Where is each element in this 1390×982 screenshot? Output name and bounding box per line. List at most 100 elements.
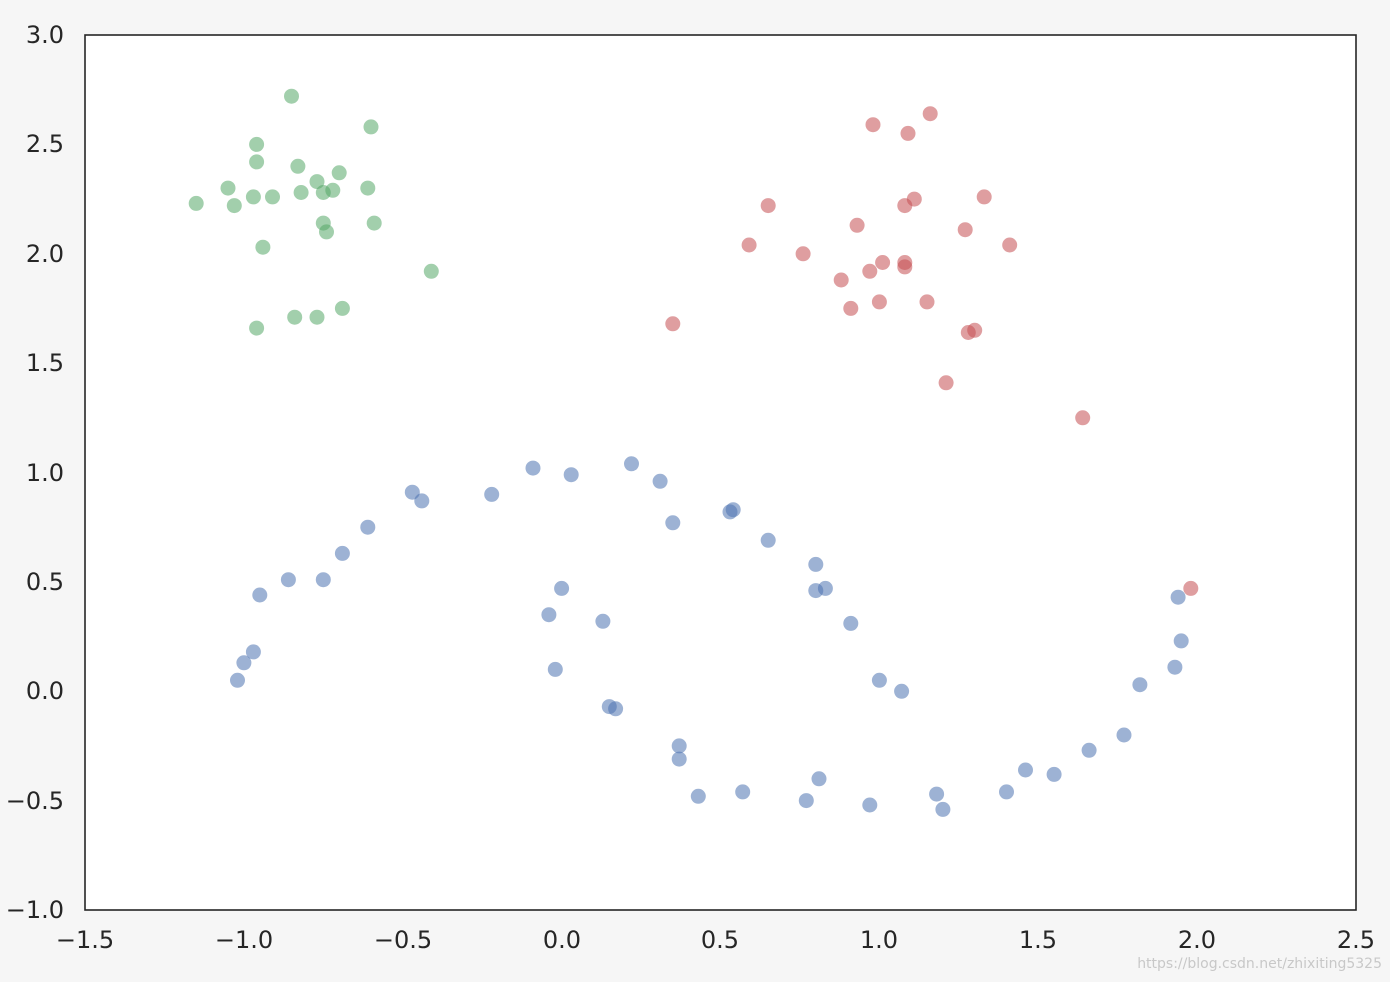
scatter-point (293, 185, 309, 200)
scatter-point (833, 272, 849, 288)
scatter-point (906, 191, 922, 207)
scatter-point (563, 467, 579, 483)
scatter-point (423, 263, 439, 279)
scatter-point (1018, 762, 1033, 778)
scatter-point (1002, 237, 1018, 253)
scatter-point (894, 683, 910, 699)
scatter-point (554, 580, 570, 596)
x-tick-label: 2.0 (1178, 926, 1216, 954)
scatter-point (245, 189, 261, 205)
scatter-point (922, 106, 938, 122)
scatter-point (808, 556, 824, 572)
scatter-point (414, 493, 430, 509)
scatter-point (309, 309, 325, 325)
scatter-point (1167, 659, 1183, 675)
scatter-point (309, 174, 325, 190)
scatter-point (249, 154, 265, 170)
y-tick-label: 0.5 (26, 568, 64, 596)
scatter-point (1170, 589, 1186, 605)
scatter-point (938, 375, 954, 391)
scatter-point (862, 797, 878, 813)
scatter-point (671, 751, 687, 767)
scatter-point (741, 237, 757, 253)
x-axis-ticks: −1.5 −1.0 −0.5 0.0 0.5 1.0 1.5 2.0 2.5 (56, 926, 1375, 954)
scatter-point (760, 532, 776, 548)
points-layer (188, 88, 1199, 817)
y-tick-label: 3.0 (26, 21, 64, 49)
scatter-point (843, 300, 859, 316)
scatter-point (760, 198, 776, 214)
scatter-point (1116, 727, 1132, 743)
scatter-point (1081, 742, 1097, 758)
scatter-point (608, 701, 624, 717)
scatter-point (871, 672, 887, 688)
plot-area (85, 35, 1356, 910)
y-tick-label: 1.0 (26, 459, 64, 487)
scatter-point (245, 644, 261, 660)
scatter-point (366, 215, 382, 231)
scatter-point (541, 607, 557, 623)
y-tick-label: 1.5 (26, 349, 64, 377)
scatter-point (897, 259, 913, 275)
scatter-point (226, 198, 242, 214)
scatter-point (900, 125, 916, 141)
x-tick-label: 0.5 (701, 926, 739, 954)
x-tick-label: 1.0 (860, 926, 898, 954)
scatter-point (1046, 766, 1062, 782)
scatter-point (315, 572, 331, 588)
scatter-point (284, 88, 299, 104)
scatter-point (798, 793, 814, 809)
scatter-point (795, 246, 811, 262)
scatter-point (1183, 580, 1199, 596)
scatter-point (929, 786, 945, 802)
scatter-point (690, 788, 706, 804)
scatter-point (220, 180, 236, 196)
scatter-point (967, 322, 983, 338)
scatter-point (652, 473, 668, 489)
scatter-point (236, 655, 252, 671)
scatter-point (252, 587, 268, 603)
scatter-point (331, 165, 347, 181)
y-tick-label: 0.0 (26, 677, 64, 705)
scatter-point (817, 580, 833, 596)
scatter-point (735, 784, 751, 800)
scatter-point (360, 519, 376, 535)
scatter-point (843, 615, 859, 631)
x-tick-label: −1.5 (56, 926, 114, 954)
y-tick-label: −1.0 (6, 896, 64, 924)
scatter-point (1075, 410, 1091, 426)
scatter-point (325, 182, 341, 198)
scatter-point (624, 456, 639, 472)
scatter-point (919, 294, 935, 310)
scatter-point (363, 119, 379, 135)
scatter-point (188, 195, 204, 211)
scatter-point (404, 484, 420, 500)
scatter-point (230, 672, 245, 688)
scatter-point (957, 222, 973, 238)
scatter-point (976, 189, 992, 205)
scatter-point (255, 239, 271, 255)
scatter-point (1173, 633, 1189, 649)
x-tick-label: 1.5 (1019, 926, 1057, 954)
scatter-point (547, 661, 563, 677)
x-tick-label: −0.5 (374, 926, 432, 954)
scatter-point (290, 158, 306, 174)
scatter-point (875, 255, 891, 270)
scatter-point (1132, 677, 1148, 693)
x-tick-label: 2.5 (1337, 926, 1375, 954)
scatter-point (334, 545, 350, 561)
scatter-point (871, 294, 887, 310)
plot-frame (84, 34, 1357, 911)
scatter-point (595, 613, 611, 629)
scatter-point (334, 300, 350, 316)
scatter-point (665, 515, 681, 531)
scatter-point (865, 117, 881, 133)
scatter-point (319, 224, 334, 240)
scatter-point (665, 316, 681, 332)
scatter-point (280, 572, 296, 588)
scatter-point (935, 801, 951, 817)
y-tick-label: 2.0 (26, 240, 64, 268)
y-tick-label: −0.5 (6, 787, 64, 815)
watermark-text: https://blog.csdn.net/zhixiting5325 (1137, 956, 1382, 972)
